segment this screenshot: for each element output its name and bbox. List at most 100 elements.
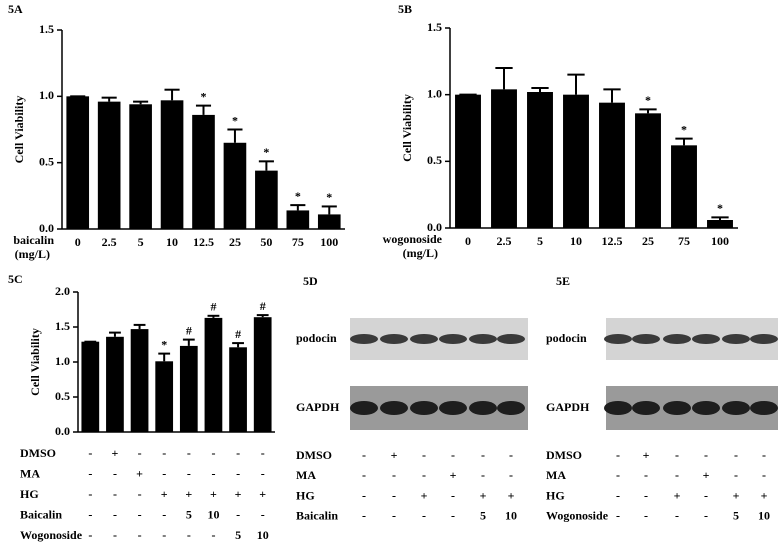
treatment-mark: - [422,448,426,462]
y-tick-label: 1.5 [55,319,70,333]
treatment-mark: - [236,466,240,480]
treatment-mark: - [481,468,485,482]
bar [491,89,517,228]
treatment-mark: - [187,528,191,542]
band-label: GAPDH [296,400,340,414]
y-axis-label: Cell Viability [400,94,414,162]
treatment-mark: - [88,528,92,542]
treatment-mark: - [113,528,117,542]
treatment-mark: - [644,509,648,523]
treatment-mark: + [480,488,487,502]
treatment-mark: - [422,509,426,523]
treatment-mark: + [450,468,457,482]
treatment-mark: - [138,507,142,521]
treatment-mark: + [259,487,266,501]
x-tick-label: 100 [711,234,729,248]
y-tick-label: 0.5 [39,154,54,168]
treatment-mark: - [261,507,265,521]
x-tick-label: 10 [166,235,178,249]
treatment-name: DMSO [546,448,582,462]
treatment-mark: - [113,466,117,480]
significance-label: * [201,89,207,103]
treatment-mark: - [362,468,366,482]
y-tick-label: 1.0 [427,86,442,100]
x-tick-label: 25 [229,235,241,249]
significance-label: * [717,201,723,215]
blot-band [410,401,438,415]
band-label: GAPDH [546,400,590,414]
treatment-mark: - [138,487,142,501]
significance-label: # [235,327,241,341]
treatment-name: HG [20,487,39,501]
bar [599,102,625,228]
treatment-name: Baicalin [20,507,62,521]
treatment-mark: + [674,488,681,502]
blot-band [439,334,467,344]
treatment-mark: - [187,446,191,460]
treatment-mark: 10 [207,507,219,521]
blot-band [722,334,750,344]
bar [223,142,247,229]
x-tick-label: 12.5 [602,234,623,248]
treatment-name: HG [296,488,315,502]
blot-band [380,401,408,415]
treatment-mark: + [643,448,650,462]
blot-band [497,401,525,415]
x-tick-label: 75 [678,234,690,248]
blot-band [632,401,660,415]
treatment-mark: 5 [733,509,739,523]
blot-band [497,334,525,344]
treatment-mark: + [391,448,398,462]
treatment-mark: - [138,446,142,460]
x-tick-label: 75 [292,235,304,249]
treatment-mark: + [112,446,119,460]
y-tick-label: 1.5 [39,22,54,36]
treatment-mark: - [675,509,679,523]
significance-label: # [210,300,216,314]
blot-band [380,334,408,344]
x-tick-label: 25 [642,234,654,248]
y-tick-label: 0.5 [427,153,442,167]
treatment-mark: + [161,487,168,501]
significance-label: * [232,113,238,127]
bar [229,347,247,432]
treatment-mark: 10 [758,509,770,523]
treatment-mark: - [704,488,708,502]
y-axis-label: Cell Viability [12,96,26,164]
x-tick-label: 0 [75,235,81,249]
y-axis-label: Cell Viability [28,328,42,396]
treatment-mark: - [644,488,648,502]
blot-band [469,334,497,344]
x-axis-label: baicalin [13,233,54,247]
bar [97,101,121,229]
significance-label: # [260,299,266,313]
treatment-mark: - [113,487,117,501]
blot-band [722,401,750,415]
blot-band [692,401,720,415]
treatment-mark: - [261,466,265,480]
treatment-mark: + [235,487,242,501]
bar [81,341,100,432]
bar [255,170,278,229]
treatment-mark: - [451,448,455,462]
treatment-mark: - [88,487,92,501]
band-label: podocin [546,331,587,345]
significance-label: * [326,190,332,204]
treatment-mark: - [734,448,738,462]
treatment-mark: - [509,448,513,462]
treatment-mark: 10 [505,509,517,523]
treatment-mark: - [422,468,426,482]
treatment-mark: - [88,507,92,521]
blot-band [663,334,691,344]
bar [635,113,661,228]
treatment-name: DMSO [20,446,56,460]
treatment-mark: + [761,488,768,502]
treatment-mark: - [113,507,117,521]
bar [130,329,149,432]
treatment-name: Wogonoside [20,528,83,542]
blot-title: 5E [556,274,570,288]
treatment-mark: - [138,528,142,542]
blot-band [692,334,720,344]
bar [707,220,733,228]
bar [204,317,223,432]
